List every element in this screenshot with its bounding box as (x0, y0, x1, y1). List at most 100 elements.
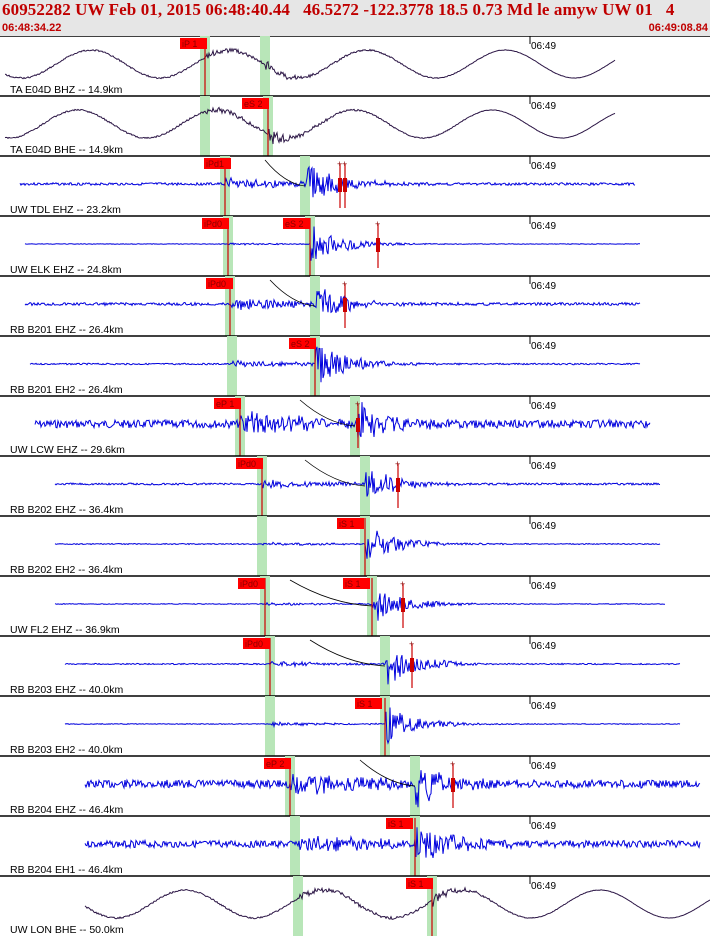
station-label: RB B203 EH2 -- 40.0km (10, 744, 123, 756)
pick-label: iS 1 (357, 699, 373, 709)
pick-label-box[interactable] (202, 218, 229, 229)
minute-label: 06:49 (531, 161, 556, 172)
coda-plus-marker: + (355, 399, 360, 409)
pick-label: iPd0 (240, 579, 258, 589)
pick-label-box[interactable] (264, 758, 291, 769)
pick-label: iS 1 (345, 579, 361, 589)
waveform-trace (84, 827, 701, 858)
coda-plus-marker: + (375, 219, 380, 229)
p-pick-band (290, 816, 300, 876)
pick-label-box[interactable] (283, 218, 310, 229)
coda-end-block (338, 178, 342, 192)
waveform-trace (4, 106, 616, 145)
trace-panel-12[interactable]: iS 1 06:49 RB B203 EH2 -- 40.0km (0, 695, 710, 756)
pick-label-box[interactable] (214, 398, 241, 409)
coda-end-block (356, 418, 360, 432)
minute-label: 06:49 (531, 701, 556, 712)
p-pick-band (257, 516, 267, 576)
coda-end-block (343, 178, 347, 192)
minute-label: 06:49 (531, 641, 556, 652)
trace-panel-2[interactable]: eS 2 06:49 TA E04D BHE -- 14.9km (0, 95, 710, 156)
waveform-trace (54, 530, 661, 559)
trace-panel-14[interactable]: iS 1 06:49 RB B204 EH1 -- 46.4km (0, 815, 710, 876)
pick-label-box[interactable] (206, 278, 233, 289)
trace-panel[interactable]: iP 1 06:49 TA E04D BHZ -- 14.9km eS 2 06:49 T… (0, 36, 710, 938)
waveform-trace (54, 593, 666, 621)
waveform-trace (34, 402, 651, 439)
travel-time-curve (264, 159, 306, 187)
waveform-trace (19, 165, 636, 198)
pick-label-box[interactable] (204, 158, 231, 169)
travel-time-curve (269, 279, 316, 307)
trace-panel-3[interactable]: + + iPd1 06:49 UW TDL EHZ -- 23.2km (0, 155, 710, 216)
event-title: 60952282 UW Feb 01, 2015 06:48:40.44 46.… (2, 0, 675, 19)
station-label: RB B204 EH1 -- 46.4km (10, 864, 123, 876)
pick-label-box[interactable] (355, 698, 382, 709)
trace-panel-13[interactable]: + eP 2 06:49 RB B204 EHZ -- 46.4km (0, 755, 710, 816)
coda-end-block (410, 658, 414, 672)
trace-panel-4[interactable]: + iPd0 eS 2 06:49 UW ELK EHZ -- 24.8km (0, 215, 710, 276)
waveform-trace (84, 770, 701, 808)
trace-panel-8[interactable]: + iPd0 06:49 RB B202 EHZ -- 36.4km (0, 455, 710, 516)
pick-label-box[interactable] (242, 98, 269, 109)
minute-label: 06:49 (531, 281, 556, 292)
pick-label: iPd0 (204, 219, 222, 229)
trace-panel-6[interactable]: eS 2 06:49 RB B201 EH2 -- 26.4km (0, 335, 710, 396)
coda-end-block (451, 778, 455, 792)
station-label: RB B202 EH2 -- 36.4km (10, 564, 123, 576)
pick-label-box[interactable] (238, 578, 265, 589)
station-label: UW LCW EHZ -- 29.6km (10, 444, 125, 456)
pick-label-box[interactable] (289, 338, 316, 349)
minute-label: 06:49 (531, 461, 556, 472)
station-label: UW TDL EHZ -- 23.2km (10, 204, 121, 216)
travel-time-curve (289, 579, 373, 607)
p-pick-band (293, 876, 303, 936)
pick-label: iPd0 (238, 459, 256, 469)
trace-panel-15[interactable]: iS 1 06:49 UW LON BHE -- 50.0km (0, 875, 710, 936)
travel-time-curve (309, 639, 386, 667)
pick-label-box[interactable] (406, 878, 433, 889)
minute-label: 06:49 (531, 881, 556, 892)
coda-end-block (376, 238, 380, 252)
pick-label-box[interactable] (236, 458, 263, 469)
station-label: RB B201 EHZ -- 26.4km (10, 324, 123, 336)
station-label: TA E04D BHE -- 14.9km (10, 144, 123, 156)
pick-label-box[interactable] (343, 578, 370, 589)
start-time: 06:48:34.22 (2, 22, 62, 34)
trace-panel-5[interactable]: + iPd0 06:49 RB B201 EHZ -- 26.4km (0, 275, 710, 336)
waveform-trace (64, 707, 681, 745)
pick-label: eS 2 (285, 219, 304, 229)
coda-plus-marker: + (395, 459, 400, 469)
p-pick-band (265, 696, 275, 756)
coda-plus-marker: + (409, 639, 414, 649)
station-label: TA E04D BHZ -- 14.9km (10, 84, 123, 96)
waveform-trace (54, 471, 661, 497)
pick-label-box[interactable] (180, 38, 207, 49)
trace-panel-1[interactable]: iP 1 06:49 TA E04D BHZ -- 14.9km (0, 36, 710, 96)
waveform-trace (64, 655, 681, 685)
travel-time-curve (359, 759, 416, 787)
pick-label-box[interactable] (386, 818, 413, 829)
waveform-trace (84, 886, 710, 920)
minute-label: 06:49 (531, 41, 556, 52)
pick-label: eP 2 (266, 759, 284, 769)
trace-panel-11[interactable]: + iPd0 06:49 RB B203 EHZ -- 40.0km (0, 635, 710, 696)
minute-label: 06:49 (531, 821, 556, 832)
pick-label: eP 1 (216, 399, 234, 409)
event-header: 60952282 UW Feb 01, 2015 06:48:40.44 46.… (0, 0, 710, 36)
trace-panel-9[interactable]: iS 1 06:49 RB B202 EH2 -- 36.4km (0, 515, 710, 576)
minute-label: 06:49 (531, 581, 556, 592)
pick-label-box[interactable] (243, 638, 270, 649)
coda-plus-marker: + (450, 759, 455, 769)
station-label: RB B203 EHZ -- 40.0km (10, 684, 123, 696)
trace-panel-7[interactable]: + eP 1 06:49 UW LCW EHZ -- 29.6km (0, 395, 710, 456)
minute-label: 06:49 (531, 521, 556, 532)
pick-label-box[interactable] (337, 518, 364, 529)
station-label: RB B201 EH2 -- 26.4km (10, 384, 123, 396)
minute-label: 06:49 (531, 761, 556, 772)
travel-time-curve (299, 399, 356, 427)
trace-panel-10[interactable]: + iPd0 iS 1 06:49 UW FL2 EHZ -- 36.9km (0, 575, 710, 636)
station-label: RB B204 EHZ -- 46.4km (10, 804, 123, 816)
pick-label: eS 2 (291, 339, 310, 349)
waveform-trace (29, 346, 641, 383)
